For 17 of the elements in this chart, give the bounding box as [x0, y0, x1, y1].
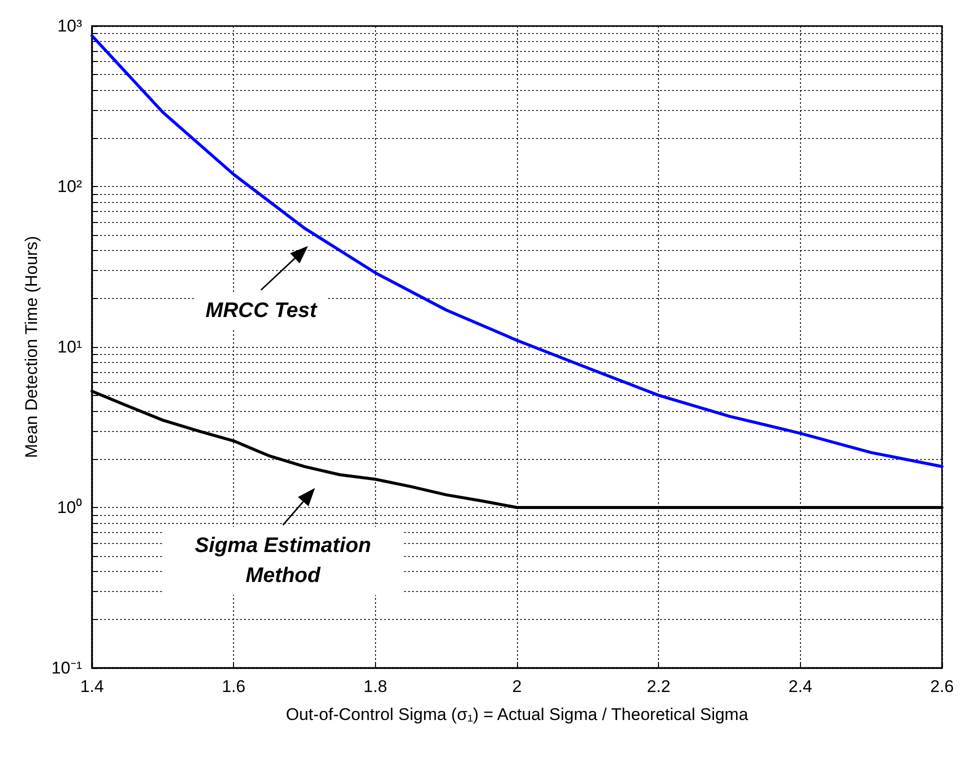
y-tick-label: 10² [57, 177, 82, 196]
x-axis-title: Out-of-Control Sigma (σ₁) = Actual Sigma / Theoretical Sigma [286, 705, 749, 724]
y-tick-label: 10⁻¹ [51, 658, 82, 678]
annotation: Sigma Estimation Method [163, 527, 403, 595]
annotation: MRCC Test [196, 292, 327, 330]
x-tick-label: 1.4 [80, 677, 104, 696]
x-tick-label: 2.6 [930, 677, 954, 696]
y-tick-label: 10¹ [57, 338, 82, 356]
x-tick-label: 2.4 [788, 677, 812, 696]
line-series [90, 34, 944, 468]
y-tick-label: 10⁰ [57, 498, 82, 517]
y-axis-title: Mean Detection Time (Hours) [22, 236, 41, 458]
x-tick-label: 2.2 [646, 677, 670, 696]
x-tick-label: 1.8 [364, 677, 388, 696]
x-tick-label: 2 [512, 677, 522, 696]
x-tick-label: 1.6 [222, 677, 246, 696]
y-tick-label: 10³ [57, 16, 82, 36]
